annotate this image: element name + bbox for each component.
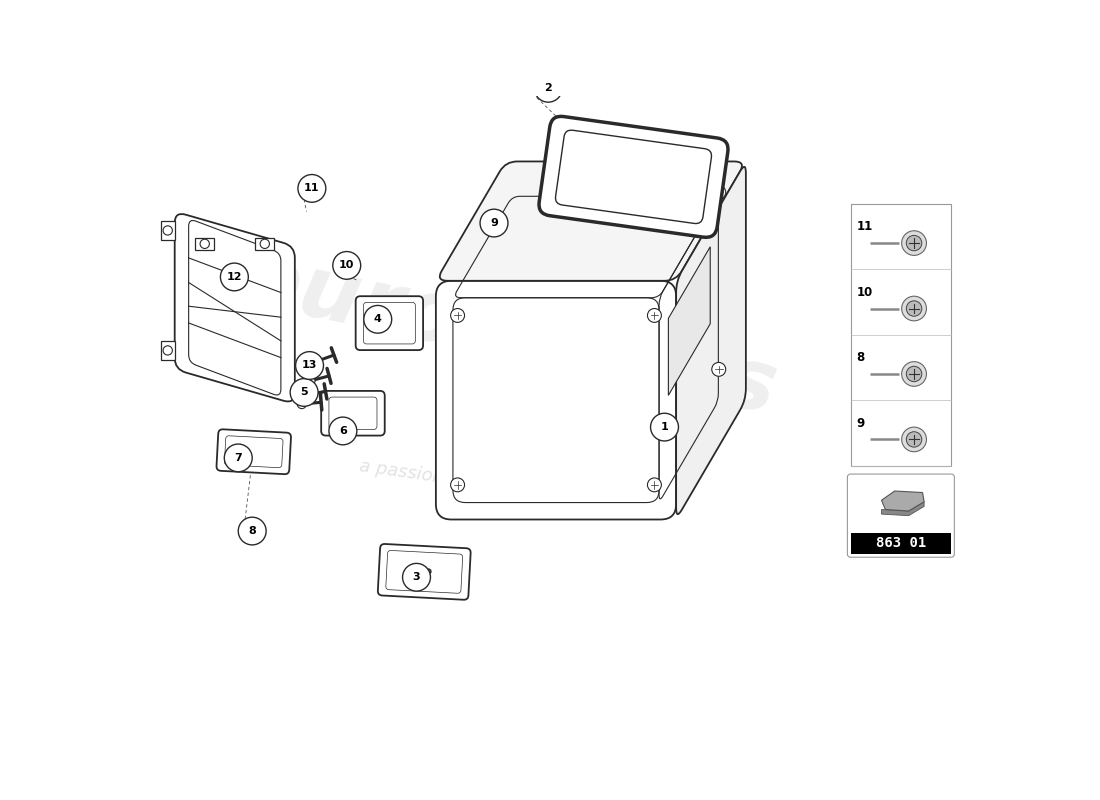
Polygon shape xyxy=(881,502,924,516)
Circle shape xyxy=(902,362,926,386)
Circle shape xyxy=(306,376,315,386)
Text: 11: 11 xyxy=(304,183,320,194)
Text: 13: 13 xyxy=(301,361,317,370)
FancyBboxPatch shape xyxy=(321,391,385,435)
Circle shape xyxy=(451,309,464,322)
Circle shape xyxy=(906,432,922,447)
Circle shape xyxy=(902,296,926,321)
FancyBboxPatch shape xyxy=(386,550,463,594)
Circle shape xyxy=(650,414,679,441)
Text: 10: 10 xyxy=(339,261,354,270)
Text: 12: 12 xyxy=(227,272,242,282)
Circle shape xyxy=(301,390,311,399)
Text: 2: 2 xyxy=(544,83,552,94)
PathPatch shape xyxy=(175,214,295,402)
Bar xyxy=(161,341,175,360)
PathPatch shape xyxy=(436,281,676,519)
Circle shape xyxy=(364,306,392,333)
FancyBboxPatch shape xyxy=(363,302,416,344)
Circle shape xyxy=(200,239,209,249)
Circle shape xyxy=(906,366,922,382)
Circle shape xyxy=(535,74,562,102)
Text: 8: 8 xyxy=(249,526,256,536)
Circle shape xyxy=(224,444,252,472)
Circle shape xyxy=(297,399,307,409)
Text: 10: 10 xyxy=(857,286,873,298)
Text: eurospares: eurospares xyxy=(234,238,784,432)
Text: 6: 6 xyxy=(339,426,346,436)
Text: 7: 7 xyxy=(234,453,242,463)
Circle shape xyxy=(906,235,922,250)
Circle shape xyxy=(902,230,926,255)
FancyBboxPatch shape xyxy=(355,296,424,350)
Circle shape xyxy=(451,478,464,492)
Text: 11: 11 xyxy=(857,220,873,234)
Bar xyxy=(161,222,175,240)
Circle shape xyxy=(712,186,726,199)
Text: a passion for parts since 1985: a passion for parts since 1985 xyxy=(359,457,630,513)
PathPatch shape xyxy=(676,167,746,514)
Circle shape xyxy=(163,346,173,355)
Circle shape xyxy=(712,362,726,376)
Text: 863 01: 863 01 xyxy=(876,536,926,550)
FancyBboxPatch shape xyxy=(217,430,292,474)
Circle shape xyxy=(220,263,249,291)
Circle shape xyxy=(298,174,326,202)
FancyBboxPatch shape xyxy=(556,130,712,223)
Polygon shape xyxy=(669,246,711,395)
Circle shape xyxy=(480,209,508,237)
Circle shape xyxy=(906,301,922,316)
Bar xyxy=(255,238,274,250)
Circle shape xyxy=(403,563,430,591)
Circle shape xyxy=(648,309,661,322)
Bar xyxy=(196,238,214,250)
Circle shape xyxy=(260,239,270,249)
Text: 8: 8 xyxy=(857,351,865,364)
FancyBboxPatch shape xyxy=(539,116,728,238)
Text: 5: 5 xyxy=(300,387,308,398)
FancyBboxPatch shape xyxy=(224,436,283,468)
Circle shape xyxy=(239,517,266,545)
FancyBboxPatch shape xyxy=(329,397,377,430)
FancyBboxPatch shape xyxy=(847,474,955,558)
Bar xyxy=(850,204,952,466)
Text: 4: 4 xyxy=(374,314,382,324)
Text: 9: 9 xyxy=(491,218,498,228)
Text: 1: 1 xyxy=(661,422,669,432)
Circle shape xyxy=(163,226,173,235)
Circle shape xyxy=(648,478,661,492)
Circle shape xyxy=(333,251,361,279)
Circle shape xyxy=(296,352,323,379)
Bar xyxy=(850,533,952,554)
Text: 9: 9 xyxy=(857,417,865,430)
Circle shape xyxy=(311,357,320,366)
Text: 3: 3 xyxy=(412,572,420,582)
FancyBboxPatch shape xyxy=(377,544,471,600)
Circle shape xyxy=(290,378,318,406)
Circle shape xyxy=(329,417,356,445)
PathPatch shape xyxy=(440,162,742,281)
Polygon shape xyxy=(881,491,924,511)
Circle shape xyxy=(902,427,926,452)
